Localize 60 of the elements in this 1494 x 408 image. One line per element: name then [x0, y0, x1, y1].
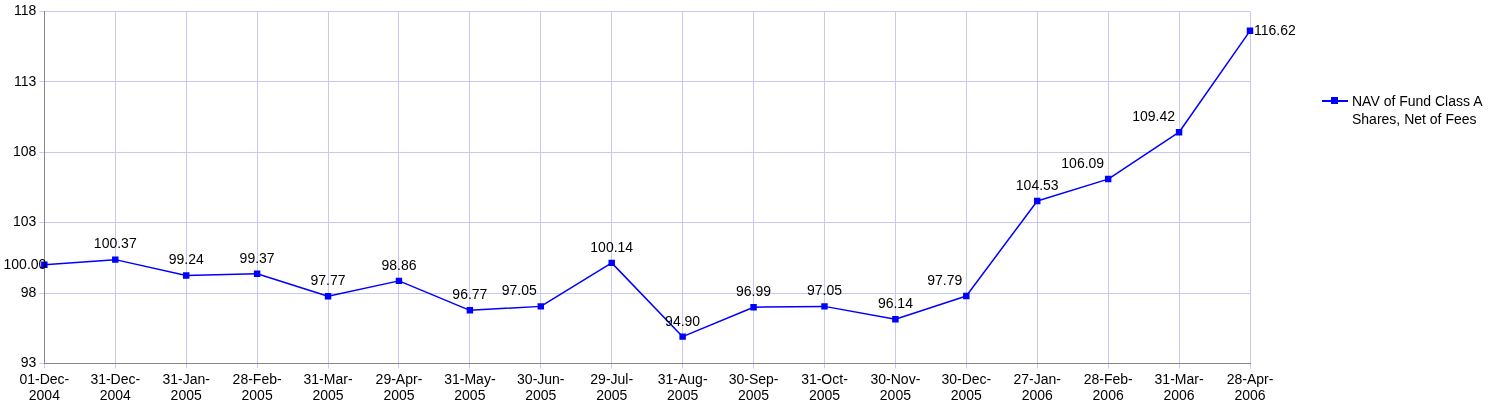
x-tick-label: 31-Mar-2005 — [303, 370, 353, 404]
x-tick-label: 30-Jun-2005 — [517, 370, 565, 404]
y-tick-label: 93 — [20, 354, 37, 371]
text: 109.42 — [1132, 108, 1176, 125]
x-tick-label: 31-May-2005 — [444, 370, 496, 404]
y-tick-label: 103 — [13, 213, 37, 230]
y-tick-label: 108 — [13, 143, 37, 160]
text: 96.14 — [877, 295, 913, 312]
legend-label: NAV of Fund Class A Shares, Net of Fees — [1352, 92, 1482, 128]
y-tick-label: 98 — [20, 283, 37, 300]
point — [324, 293, 332, 300]
x-tick-label: 28-Feb-2006 — [1083, 370, 1133, 404]
x-tick-label: 30-Nov-2005 — [870, 370, 921, 404]
text: 104.53 — [1015, 176, 1059, 193]
point — [253, 270, 261, 277]
text: 97.05 — [501, 282, 537, 299]
point — [395, 277, 403, 285]
point — [466, 307, 474, 314]
point — [537, 303, 545, 310]
y-tick-label: 118 — [14, 2, 37, 19]
point — [963, 292, 970, 300]
text: 96.99 — [736, 283, 772, 300]
x-tick-label: 27-Jan-2006 — [1013, 370, 1062, 404]
text: 100.14 — [590, 238, 634, 255]
x-tick-label: 31-Mar-2006 — [1154, 370, 1204, 404]
text: 100.37 — [93, 235, 137, 252]
text: 99.37 — [239, 249, 275, 266]
x-tick-label: 30-Sep-2005 — [728, 370, 779, 404]
x-tick-label: 29-Apr-2005 — [375, 370, 423, 404]
x-tick-label: 31-Jan-2005 — [162, 370, 211, 404]
x-tick-label: 29-Jul-2005 — [590, 370, 634, 404]
point — [608, 259, 615, 267]
text: 99.24 — [168, 251, 204, 268]
point — [679, 333, 686, 340]
x-tick-label: 01-Dec-2004 — [19, 370, 70, 404]
point — [1246, 27, 1254, 35]
text: 100.00 — [3, 255, 47, 272]
point — [892, 315, 899, 323]
text: 96.77 — [452, 286, 488, 303]
text: 97.05 — [806, 282, 842, 299]
point — [112, 256, 119, 263]
x-tick-label: 31-Oct-2005 — [801, 370, 849, 404]
x-tick-label: 31-Dec-2004 — [90, 370, 141, 404]
x-tick-label: 31-Aug-2005 — [657, 370, 708, 404]
text: 106.09 — [1061, 154, 1105, 171]
text: 97.77 — [310, 272, 346, 289]
x-tick-label: 30-Dec-2005 — [941, 370, 992, 404]
y-tick-label: 113 — [14, 72, 37, 89]
point — [1104, 175, 1112, 183]
point — [1175, 128, 1183, 136]
x-tick-label: 28-Feb-2005 — [232, 370, 282, 404]
point — [750, 304, 757, 311]
text: 94.90 — [665, 312, 701, 329]
point — [182, 272, 190, 279]
text: 98.86 — [381, 256, 417, 273]
text: 116.62 — [1254, 21, 1296, 38]
point — [821, 303, 828, 310]
x-tick-label: 28-Apr-2006 — [1226, 370, 1274, 404]
text: 97.79 — [927, 271, 963, 288]
point — [1034, 197, 1041, 205]
